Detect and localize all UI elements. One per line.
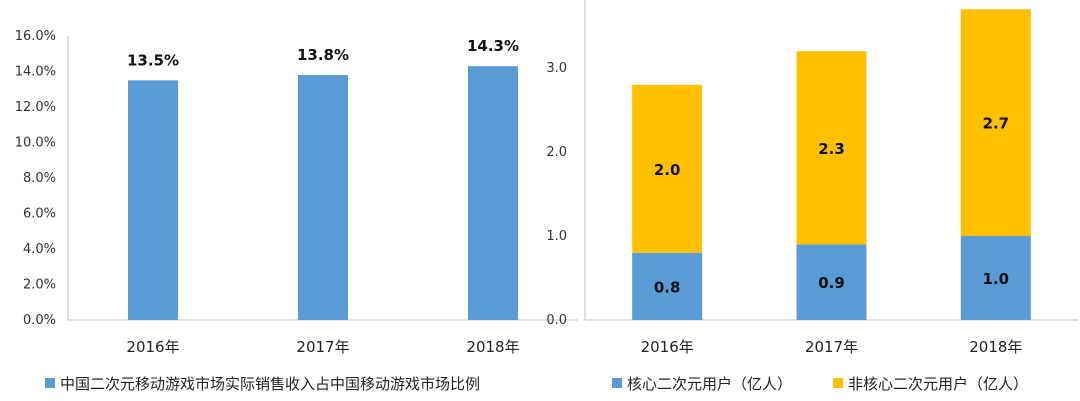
bar-noncore [796, 51, 867, 245]
data-label: 13.8% [297, 46, 349, 64]
x-tick-label: 2016年 [641, 338, 694, 356]
bar-core [796, 244, 867, 320]
data-label: 0.8 [654, 278, 681, 296]
legend-label-share: 中国二次元移动游戏市场实际销售收入占中国移动游戏市场比例 [60, 375, 480, 393]
x-tick-label: 2017年 [296, 338, 349, 356]
share-chart: 0.0% 2.0% 4.0% 6.0% 8.0% 10.0% 12.0% 14.0% 16.0%… [15, 29, 578, 393]
y-tick-label: 1.0 [546, 229, 567, 244]
bar [128, 80, 178, 320]
y-tick-label: 16.0% [15, 29, 56, 44]
y-tick-label: 8.0% [23, 171, 56, 186]
y-tick-label: 12.0% [15, 100, 56, 115]
legend-label-noncore: 非核心二次元用户（亿人） [848, 375, 1028, 393]
users-chart: 0.0 1.0 2.0 3.0 0.8 2.0 0.9 2.3 1.0 2.7 2016年 201… [546, 0, 1078, 393]
legend: 核心二次元用户（亿人） 非核心二次元用户（亿人） [612, 375, 1028, 393]
bar-core [632, 252, 703, 320]
y-tick-label: 6.0% [23, 207, 56, 222]
legend-label-core: 核心二次元用户（亿人） [627, 375, 792, 393]
y-tick-label: 2.0 [546, 145, 567, 160]
y-tick-label: 14.0% [15, 65, 56, 80]
data-label: 2.7 [983, 115, 1010, 133]
bar [468, 66, 518, 320]
y-tick-label: 2.0% [23, 278, 56, 293]
x-tick-label: 2017年 [805, 338, 858, 356]
bar-core [960, 236, 1031, 320]
y-tick-label: 4.0% [23, 242, 56, 257]
x-tick-label: 2018年 [466, 338, 519, 356]
data-label: 2.0 [654, 161, 681, 179]
y-tick-label: 0.0% [23, 313, 56, 328]
data-label: 1.0 [983, 270, 1010, 288]
data-label: 14.3% [467, 37, 519, 55]
x-tick-label: 2018年 [969, 338, 1022, 356]
bar-noncore [960, 9, 1031, 237]
legend-swatch-core [612, 378, 622, 388]
bar [298, 75, 348, 320]
bar-noncore [632, 84, 703, 253]
x-tick-label: 2016年 [126, 338, 179, 356]
legend: 中国二次元移动游戏市场实际销售收入占中国移动游戏市场比例 [45, 375, 480, 393]
data-label: 0.9 [818, 274, 845, 292]
y-tick-label: 10.0% [15, 136, 56, 151]
legend-swatch-noncore [833, 378, 843, 388]
legend-swatch-share [45, 378, 55, 388]
y-tick-label: 3.0 [546, 61, 567, 76]
y-tick-label: 0.0 [546, 313, 567, 328]
data-label: 13.5% [127, 51, 179, 69]
data-label: 2.3 [818, 140, 845, 158]
